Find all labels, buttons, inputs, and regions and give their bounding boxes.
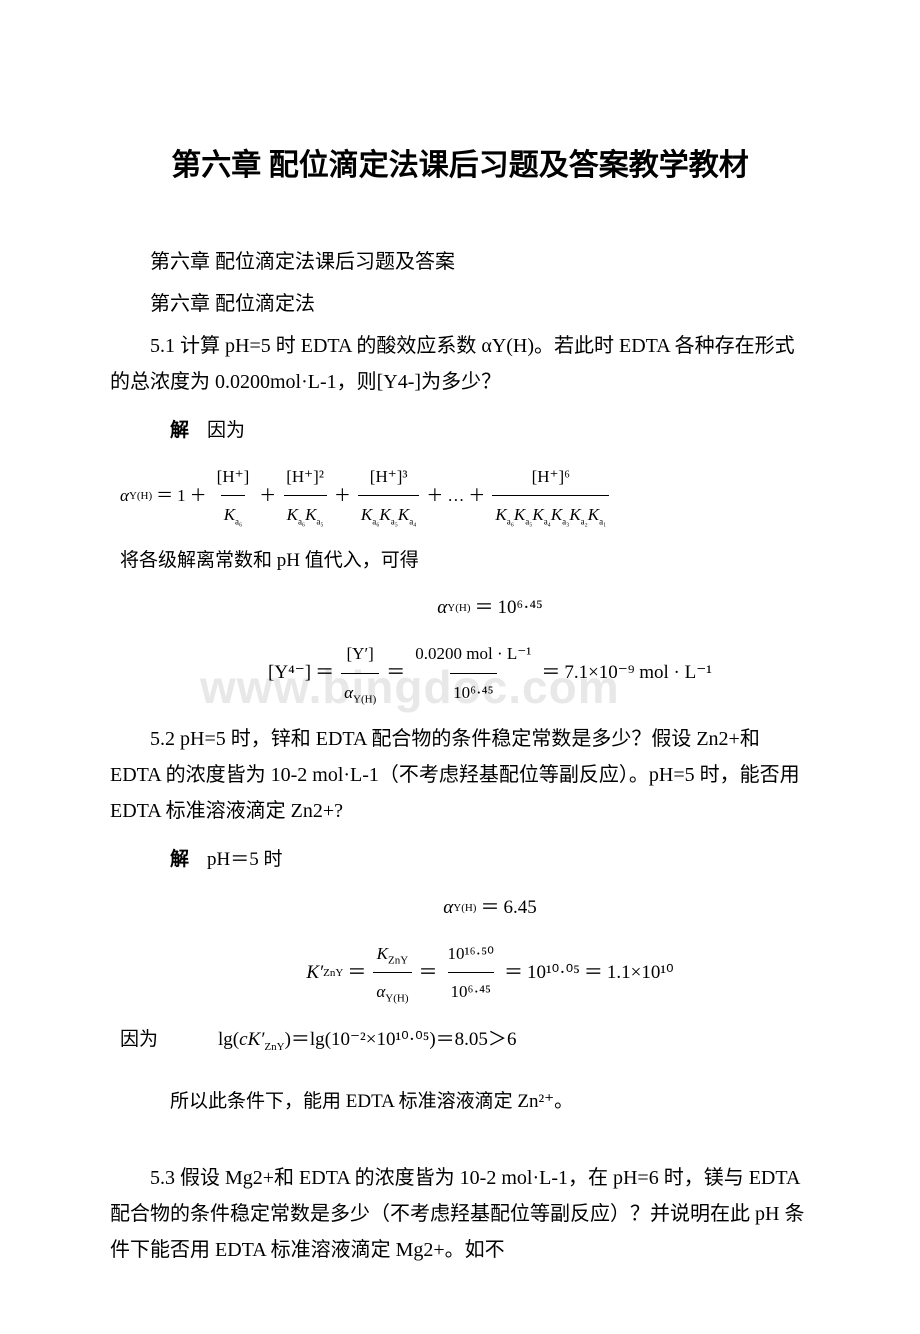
because-text: 因为 bbox=[207, 410, 245, 452]
alpha-result: αY(H) ＝ 10⁶·⁴⁵ bbox=[170, 587, 810, 629]
frac-6: [H⁺]⁶ Ka₆Ka₅Ka₄Ka₃Ka₂Ka₁ bbox=[492, 458, 609, 534]
question-5-2: 5.2 pH=5 时，锌和 EDTA 配合物的条件稳定常数是多少？假设 Zn2+… bbox=[110, 721, 810, 829]
y4-calculation: [Y⁴⁻] ＝ [Y′] αY(H) ＝ 0.0200 mol · L⁻¹ 10… bbox=[170, 635, 810, 711]
frac-1: [H⁺] Ka₆ bbox=[214, 458, 253, 534]
sol-label-2: 解 bbox=[170, 839, 189, 881]
solution-5-2: 解 pH＝5 时 αY(H) ＝ 6.45 K′ZnY ＝ KZnY αY(H)… bbox=[170, 839, 810, 1122]
kzny-calc: K′ZnY ＝ KZnY αY(H) ＝ 10¹⁶·⁵⁰ 10⁶·⁴⁵ ＝ 10… bbox=[170, 935, 810, 1011]
question-5-1: 5.1 计算 pH=5 时 EDTA 的酸效应系数 αY(H)。若此时 EDTA… bbox=[110, 328, 810, 400]
alpha-symbol: α bbox=[120, 477, 129, 514]
document-page: 第六章 配位滴定法课后习题及答案教学教材 第六章 配位滴定法课后习题及答案 第六… bbox=[0, 0, 920, 1334]
dots: … bbox=[447, 477, 464, 514]
one: 1 bbox=[177, 477, 186, 514]
frac-3: [H⁺]³ Ka₆Ka₅Ka₄ bbox=[358, 458, 419, 534]
subtitle-1: 第六章 配位滴定法课后习题及答案 bbox=[110, 244, 810, 280]
question-5-3: 5.3 假设 Mg2+和 EDTA 的浓度皆为 10-2 mol·L-1，在 p… bbox=[110, 1160, 810, 1268]
because-row: 因为 lg(cK′ZnY)＝lg(10⁻²×10¹⁰·⁰⁵)＝8.05＞6 bbox=[170, 1019, 810, 1061]
page-title: 第六章 配位滴定法课后习题及答案教学教材 bbox=[110, 140, 810, 184]
ph5-text: pH＝5 时 bbox=[207, 839, 282, 881]
alpha-sub: Y(H) bbox=[129, 484, 152, 508]
frac-2: [H⁺]² Ka₆Ka₅ bbox=[283, 458, 327, 534]
subtitle-2: 第六章 配位滴定法 bbox=[110, 286, 810, 322]
alpha-equation: αY(H) ＝ 1 ＋ [H⁺] Ka₆ ＋ [H⁺]² Ka₆Ka₅ ＋ [H… bbox=[120, 458, 810, 534]
q2-conclusion: 所以此条件下，能用 EDTA 标准溶液滴定 Zn²⁺。 bbox=[170, 1081, 810, 1123]
sol-label: 解 bbox=[170, 410, 189, 452]
alpha-q2: αY(H) ＝ 6.45 bbox=[170, 887, 810, 929]
solution-5-1: 解 因为 αY(H) ＝ 1 ＋ [H⁺] Ka₆ ＋ [H⁺]² Ka₆Ka₅… bbox=[170, 410, 810, 711]
substitute-note: 将各级解离常数和 pH 值代入，可得 bbox=[120, 540, 810, 582]
